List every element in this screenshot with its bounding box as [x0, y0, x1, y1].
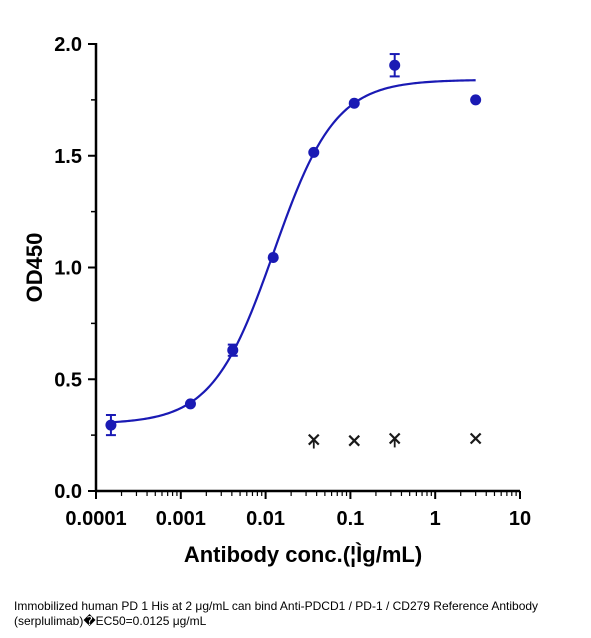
y-tick-label: 0.0: [54, 481, 82, 503]
fit-curve: [110, 79, 476, 424]
control-point: [348, 434, 361, 447]
y-tick-label: 1.0: [54, 258, 82, 280]
axes: [88, 43, 521, 499]
y-axis-title: OD450: [22, 233, 47, 303]
control-point: [388, 432, 401, 445]
y-tick-label: 1.5: [54, 146, 82, 168]
x-tick-label: 10: [509, 508, 531, 530]
figure-caption: Immobilized human PD 1 His at 2 μg/mL ca…: [14, 599, 539, 628]
data-marks: [105, 53, 482, 449]
data-point: [105, 419, 117, 431]
x-tick-label: 0.001: [156, 508, 206, 530]
data-point: [470, 94, 482, 106]
axis-labels: 0.0 0.5 1.0 1.5 2.0 0.0001 0.001 0.01 0.1 1 10 Anti…: [22, 34, 531, 567]
data-point: [308, 146, 320, 158]
data-point: [389, 59, 401, 71]
control-point: [469, 432, 482, 445]
x-tick-label: 0.01: [246, 508, 285, 530]
control-point: [308, 433, 320, 446]
data-point: [184, 398, 196, 410]
y-tick-label: 2.0: [54, 34, 82, 56]
y-tick-label: 0.5: [54, 369, 82, 391]
x-tick-label: 1: [430, 508, 441, 530]
fit-curve-layer: [110, 79, 476, 424]
data-point: [267, 251, 279, 263]
chart-canvas: 0.0 0.5 1.0 1.5 2.0 0.0001 0.001 0.01 0.1 1 10 Anti…: [22, 34, 531, 567]
data-point: [227, 344, 239, 356]
x-tick-label: 0.1: [336, 508, 364, 530]
x-tick-label: 0.0001: [65, 508, 126, 530]
data-point: [348, 97, 360, 109]
x-axis-title: Antibody conc.(¦Ìg/mL): [184, 542, 422, 567]
